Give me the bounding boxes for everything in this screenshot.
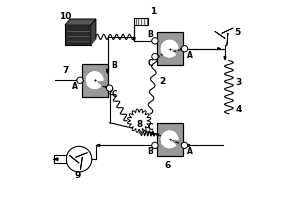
Circle shape [152,142,158,149]
Polygon shape [91,19,96,45]
Polygon shape [133,38,135,41]
Text: A: A [72,82,78,91]
Text: C: C [112,90,117,99]
Text: A: A [187,51,192,60]
Bar [82,64,108,97]
Polygon shape [161,41,170,57]
Polygon shape [69,155,79,163]
Polygon shape [187,144,189,146]
Polygon shape [181,48,184,50]
Polygon shape [65,19,96,25]
Polygon shape [106,70,109,73]
Bar [82,64,108,97]
Circle shape [182,142,188,149]
Circle shape [106,85,113,91]
Bar [65,25,91,45]
Polygon shape [161,131,170,148]
Bar [54,155,66,163]
Polygon shape [161,41,176,55]
Polygon shape [156,134,159,136]
Text: 4: 4 [236,105,242,114]
Circle shape [152,53,158,60]
Polygon shape [161,41,178,49]
Polygon shape [161,134,176,148]
Bar [157,32,182,65]
Text: 3: 3 [236,78,242,87]
Circle shape [77,77,83,83]
Polygon shape [152,40,155,42]
Polygon shape [76,153,87,157]
Text: 7: 7 [62,66,69,75]
Text: 5: 5 [234,28,240,37]
Text: C: C [147,59,153,68]
Polygon shape [161,43,176,57]
Bar [134,18,148,25]
Text: 8: 8 [136,120,142,129]
Polygon shape [97,144,100,146]
Polygon shape [156,56,159,58]
Polygon shape [54,158,58,160]
Text: 2: 2 [159,77,165,86]
Polygon shape [77,79,80,81]
Text: 6: 6 [165,161,171,170]
Polygon shape [218,48,220,50]
Polygon shape [161,131,178,139]
Text: C: C [147,123,153,132]
Bar [157,123,182,156]
Text: 10: 10 [59,12,72,21]
Polygon shape [80,157,82,169]
Text: B: B [147,30,153,39]
Bar [157,123,182,156]
Text: 9: 9 [75,171,81,180]
Polygon shape [87,72,95,88]
Polygon shape [87,72,103,80]
Bar [157,32,182,65]
Polygon shape [161,131,176,145]
Polygon shape [128,109,151,132]
Polygon shape [106,69,109,72]
Circle shape [152,38,158,44]
Text: A: A [187,147,192,156]
Polygon shape [224,57,226,60]
Polygon shape [87,72,100,86]
Polygon shape [106,86,109,88]
Polygon shape [151,133,154,135]
Text: B: B [112,61,117,70]
Text: B: B [147,147,153,156]
Polygon shape [87,74,100,88]
Circle shape [66,146,92,172]
Text: 1: 1 [150,7,156,16]
Circle shape [182,46,188,52]
